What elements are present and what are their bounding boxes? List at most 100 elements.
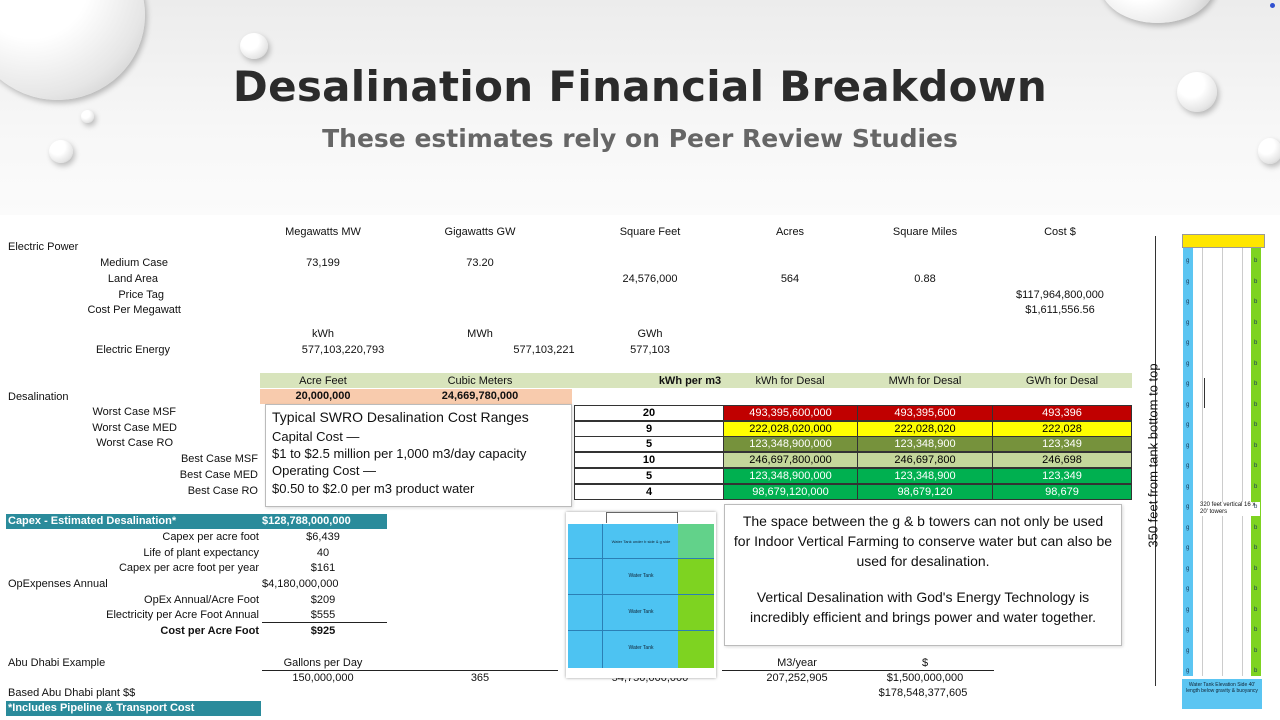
swro-callout-title: Typical SWRO Desalination Cost Ranges: [272, 409, 529, 425]
tower-grid-line: [1202, 248, 1203, 676]
tower-g-label: g: [1186, 442, 1190, 449]
pipeline-note-bar: *Includes Pipeline & Transport Cost: [6, 701, 261, 716]
tower-g-label: g: [1186, 463, 1190, 469]
kwh-per-m3-cell: 4: [574, 484, 724, 500]
land-area-sqmi: 0.88: [914, 273, 936, 285]
gwh-desal-cell: 123,349: [992, 468, 1132, 484]
abu-dhabi-usd: $1,500,000,000: [886, 672, 964, 684]
opex-row-value: $555: [310, 609, 336, 621]
tower-g-label: g: [1186, 586, 1190, 592]
tank-divider: [568, 630, 714, 631]
tower-g-label: g: [1186, 422, 1190, 428]
pipeline-note: *Includes Pipeline & Transport Cost: [8, 702, 195, 714]
col-header-sqft: Square Feet: [619, 226, 681, 238]
desal-header-kwh-per-m3: kWh per m3: [658, 375, 722, 387]
tank-figure: Water Tank under b side & g side Water T…: [566, 512, 716, 678]
tower-g-label: g: [1186, 401, 1190, 408]
water-droplet-decoration: [240, 33, 268, 59]
tower-b-label: b: [1254, 524, 1258, 531]
medium-case-gw: 73.20: [466, 257, 494, 269]
desal-header-acre-feet: Acre Feet: [299, 375, 347, 387]
row-label-price-tag: Price Tag: [118, 289, 164, 301]
capex-title: Capex - Estimated Desalination*: [8, 515, 177, 527]
tower-g-label: g: [1186, 258, 1190, 264]
kwh-desal-cell: 493,395,600,000: [723, 405, 858, 421]
tower-b-label: b: [1254, 381, 1258, 387]
electric-energy-gwh: 577,103: [630, 344, 670, 356]
tower-g-label: g: [1186, 381, 1190, 387]
water-droplet-decoration: [1258, 138, 1280, 164]
row-label-land-area: Land Area: [107, 273, 158, 285]
acre-feet-value: 20,000,000: [295, 390, 351, 402]
tower-top-cap: [1182, 234, 1265, 248]
cubic-meters-value: 24,669,780,000: [441, 390, 519, 402]
gwh-desal-cell: 493,396: [992, 405, 1132, 421]
tower-g-label: g: [1186, 545, 1190, 551]
tower-b-label: b: [1254, 442, 1258, 449]
row-label-electric-energy: Electric Energy: [96, 344, 170, 356]
tower-b-label: b: [1254, 319, 1258, 326]
row-label-worst-ro: Worst Case RO: [96, 437, 173, 449]
tower-b-label: b: [1254, 545, 1258, 551]
tower-b-label: b: [1254, 340, 1258, 346]
tower-b-label: b: [1254, 627, 1258, 633]
tower-b-label: b: [1254, 586, 1258, 592]
tower-b-label: b: [1254, 360, 1258, 367]
row-label-best-msf: Best Case MSF: [180, 453, 258, 465]
mwh-desal-cell: 123,348,900: [857, 436, 993, 452]
row-label-cost-per-mw: Cost Per Megawatt: [87, 304, 181, 316]
swro-capital-range: $1 to $2.5 million per 1,000 m3/day capa…: [272, 446, 527, 461]
callout-paragraph-1: The space between the g & b towers can n…: [733, 513, 1113, 569]
tower-b-label: b: [1254, 278, 1258, 285]
mwh-desal-cell: 246,697,800: [857, 452, 993, 468]
tower-b-column: [1251, 248, 1261, 676]
capex-row-value: 40: [316, 547, 330, 559]
col-header-gw: Gigawatts GW: [444, 226, 516, 238]
tower-g-label: g: [1186, 319, 1190, 326]
row-label-worst-med: Worst Case MED: [92, 422, 177, 434]
land-area-acres: 564: [780, 273, 800, 285]
page-title: Desalination Financial Breakdown: [232, 62, 1048, 111]
kwh-desal-cell: 246,697,800,000: [723, 452, 858, 468]
capex-row-value: $161: [310, 562, 336, 574]
capex-row-label: Capex per acre foot: [162, 531, 259, 543]
water-droplet-decoration: [49, 140, 73, 163]
tower-b-label: b: [1254, 504, 1258, 510]
swro-capital-label: Capital Cost —: [272, 429, 360, 444]
tower-diagram: 350 feet from tank bottom to top 320 fee…: [1138, 228, 1274, 713]
tower-g-label: g: [1186, 647, 1190, 654]
medium-case-mw: 73,199: [306, 257, 340, 269]
mwh-desal-cell: 222,028,020: [857, 421, 993, 437]
opex-row-value: $209: [310, 594, 336, 606]
capex-total: $128,788,000,000: [262, 515, 351, 527]
land-area-sqft: 24,576,000: [622, 273, 678, 285]
tower-b-label: b: [1254, 258, 1258, 264]
abu-dhabi-gal-header: Gallons per Day: [283, 657, 363, 669]
gwh-desal-cell: 123,349: [992, 436, 1132, 452]
col-header-acres: Acres: [775, 226, 805, 238]
gwh-desal-cell: 222,028: [992, 421, 1132, 437]
tank-divider: [568, 594, 714, 595]
price-tag-cost: $117,964,800,000: [1016, 289, 1104, 301]
tower-g-label: g: [1186, 278, 1190, 285]
row-label-best-ro: Best Case RO: [187, 485, 258, 497]
electric-energy-kwh: 577,103,220,793: [301, 344, 385, 356]
desal-header-cubic-meters: Cubic Meters: [447, 375, 513, 387]
tower-b-label: b: [1254, 647, 1258, 654]
capex-row-value: $6,439: [306, 531, 340, 543]
col-header-mw: Megawatts MW: [285, 226, 361, 238]
opex-row-label: OpEx Annual/Acre Foot: [144, 594, 259, 606]
abu-dhabi-m3: 207,252,905: [766, 672, 828, 684]
tower-g-label: g: [1186, 360, 1190, 367]
tower-mid-label: 320 feet vertical 16 x 20' towers: [1200, 502, 1260, 516]
abu-rule-right: [722, 670, 994, 671]
kwh-per-m3-cell: 5: [574, 468, 724, 484]
tower-b-label: b: [1254, 401, 1258, 408]
gwh-desal-cell: 246,698: [992, 452, 1132, 468]
swro-cost-callout: Typical SWRO Desalination Cost Ranges Ca…: [265, 404, 572, 507]
tank-label: Water Tank: [628, 645, 654, 651]
capex-row-label: Life of plant expectancy: [143, 547, 259, 559]
desal-header-gwh: GWh for Desal: [1025, 375, 1099, 387]
tower-b-label: b: [1254, 668, 1258, 674]
section-desalination: Desalination: [8, 391, 69, 403]
